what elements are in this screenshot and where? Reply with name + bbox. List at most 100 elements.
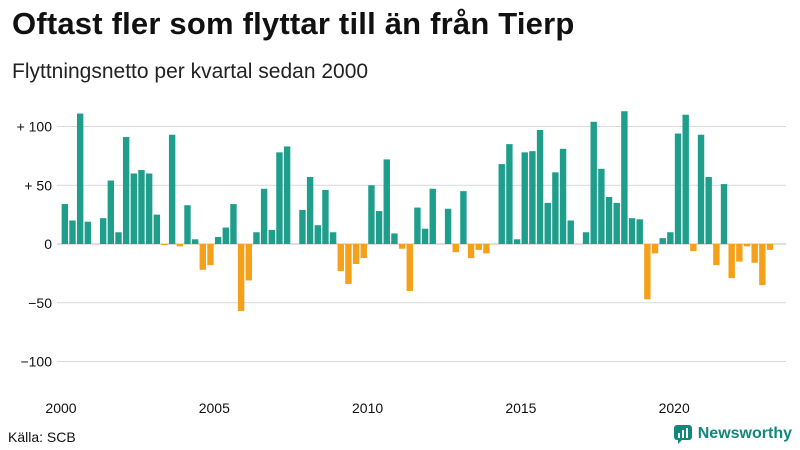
bar bbox=[107, 180, 115, 244]
bar bbox=[720, 184, 728, 244]
bar bbox=[329, 232, 337, 244]
bar bbox=[659, 238, 666, 245]
y-axis-labels: + 100 + 50 0 −50 −100 bbox=[17, 119, 53, 370]
bar bbox=[613, 202, 620, 245]
bar bbox=[713, 244, 720, 266]
bar bbox=[214, 236, 222, 244]
bar bbox=[138, 169, 145, 244]
bar bbox=[230, 204, 237, 244]
bar bbox=[690, 244, 697, 252]
bar bbox=[184, 205, 191, 244]
bar bbox=[498, 164, 505, 244]
bar bbox=[398, 244, 406, 249]
bar bbox=[644, 244, 651, 300]
bar bbox=[414, 207, 421, 244]
bar bbox=[237, 244, 245, 311]
brand-logo: Newsworthy bbox=[673, 424, 792, 444]
newsworthy-logo-icon bbox=[673, 425, 692, 444]
bar bbox=[84, 221, 92, 244]
x-tick-label: 2020 bbox=[659, 400, 690, 416]
bar bbox=[506, 144, 513, 245]
bar bbox=[475, 244, 482, 250]
bar bbox=[283, 146, 291, 244]
chart-title: Oftast fler som flyttar till än från Tie… bbox=[12, 6, 575, 41]
bar bbox=[567, 220, 574, 244]
bar bbox=[705, 177, 712, 244]
bar bbox=[552, 172, 559, 244]
bar bbox=[636, 219, 643, 244]
bar bbox=[429, 188, 436, 245]
bar bbox=[682, 114, 689, 244]
bar bbox=[544, 202, 551, 245]
bar bbox=[444, 208, 452, 244]
bar bbox=[605, 197, 613, 244]
bar bbox=[337, 244, 344, 272]
bar bbox=[207, 244, 214, 266]
bars bbox=[61, 111, 774, 311]
source-note: Källa: SCB bbox=[8, 429, 76, 445]
bar bbox=[153, 214, 161, 245]
y-tick-label: −100 bbox=[20, 354, 52, 370]
bar bbox=[245, 244, 252, 281]
bar bbox=[69, 220, 76, 244]
bar bbox=[168, 134, 176, 244]
bar bbox=[559, 148, 567, 244]
bar bbox=[759, 244, 766, 286]
bar bbox=[667, 232, 674, 244]
bar bbox=[161, 244, 168, 246]
bar bbox=[521, 152, 528, 244]
bar bbox=[306, 177, 314, 244]
bar bbox=[130, 173, 138, 244]
bar bbox=[222, 227, 229, 244]
bar bbox=[421, 228, 429, 244]
x-tick-label: 2010 bbox=[352, 400, 383, 416]
bar bbox=[467, 244, 475, 259]
bar bbox=[628, 218, 636, 244]
x-axis-labels: 2000 2005 2010 2015 2020 bbox=[45, 400, 690, 416]
bar bbox=[368, 185, 375, 244]
bar bbox=[728, 244, 735, 279]
bar bbox=[590, 121, 597, 244]
bar bbox=[460, 191, 467, 245]
chart-subtitle: Flyttningsnetto per kvartal sedan 2000 bbox=[12, 60, 369, 83]
y-tick-label: + 100 bbox=[17, 119, 53, 135]
bar bbox=[621, 111, 628, 244]
bar bbox=[375, 211, 383, 244]
bar bbox=[76, 113, 84, 244]
bar bbox=[345, 244, 352, 284]
bar bbox=[452, 244, 459, 253]
y-tick-label: −50 bbox=[28, 295, 52, 311]
bar bbox=[751, 244, 758, 263]
bar bbox=[674, 133, 682, 244]
bar bbox=[736, 244, 743, 262]
bar bbox=[61, 204, 69, 244]
bar bbox=[115, 232, 122, 244]
x-tick-label: 2000 bbox=[45, 400, 76, 416]
bar bbox=[483, 244, 490, 254]
bar bbox=[260, 188, 268, 245]
bar bbox=[582, 232, 590, 244]
y-tick-label: + 50 bbox=[24, 177, 52, 193]
bar bbox=[352, 244, 360, 264]
bar bbox=[176, 244, 184, 247]
bar bbox=[145, 173, 153, 244]
bar bbox=[391, 233, 398, 245]
brand-name: Newsworthy bbox=[697, 425, 792, 442]
bar bbox=[513, 239, 521, 244]
gridlines bbox=[57, 126, 786, 362]
bar bbox=[99, 218, 107, 244]
bar bbox=[697, 134, 705, 244]
bar bbox=[360, 244, 367, 259]
bar bbox=[651, 244, 659, 254]
bar bbox=[598, 168, 605, 244]
x-tick-label: 2015 bbox=[505, 400, 536, 416]
bar bbox=[314, 225, 321, 244]
y-tick-label: 0 bbox=[44, 236, 52, 252]
bar bbox=[766, 244, 774, 250]
bar bbox=[529, 151, 536, 245]
x-tick-label: 2005 bbox=[199, 400, 230, 416]
bar bbox=[191, 239, 199, 244]
bar bbox=[276, 152, 283, 244]
bar bbox=[268, 229, 275, 244]
